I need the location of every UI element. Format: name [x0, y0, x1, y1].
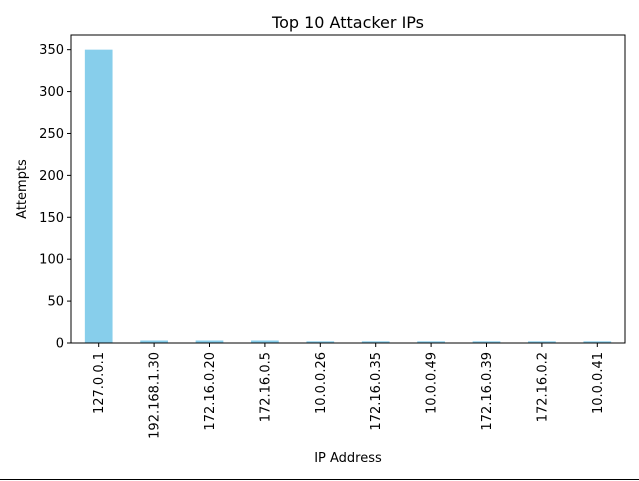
x-tick-label: 10.0.0.26	[314, 352, 329, 414]
bar-172.16.0.35	[361, 341, 390, 343]
x-tick-label: 172.16.0.35	[369, 352, 384, 431]
x-tick-label: 192.168.1.30	[148, 352, 163, 439]
y-tick-label: 200	[39, 169, 64, 184]
bar-172.16.0.2	[528, 341, 556, 343]
bar-172.16.0.39	[472, 341, 501, 343]
x-tick-label: 172.16.0.39	[480, 352, 495, 431]
y-tick-label: 150	[39, 211, 64, 226]
y-tick-label: 50	[47, 295, 64, 310]
x-tick-label: 172.16.0.20	[203, 352, 218, 431]
bar-10.0.0.49	[417, 341, 445, 343]
bottom-rule	[0, 479, 639, 480]
bar-10.0.0.26	[306, 341, 335, 343]
y-axis-title: Attempts	[15, 159, 30, 219]
y-tick-label: 0	[56, 337, 64, 352]
bar-172.16.0.20	[195, 340, 224, 343]
x-tick-label: 172.16.0.5	[258, 352, 273, 422]
x-tick-label: 10.0.0.41	[591, 352, 606, 414]
y-axis-ticks: 0 50 100 150 200 250 300 350	[39, 43, 71, 352]
bar-172.16.0.5	[251, 340, 279, 343]
x-axis-title: IP Address	[314, 451, 382, 466]
y-tick-label: 100	[39, 253, 64, 268]
chart-title: Top 10 Attacker IPs	[271, 13, 424, 32]
bar-192.168.1.30	[140, 340, 168, 343]
bar-10.0.0.41	[583, 341, 612, 343]
plot-frame	[70, 34, 626, 344]
bars-group	[84, 49, 612, 344]
x-tick-label: 10.0.0.49	[425, 352, 440, 414]
y-tick-label: 350	[39, 43, 64, 58]
x-tick-label: 172.16.0.2	[535, 352, 550, 422]
x-tick-label: 127.0.0.1	[92, 352, 107, 414]
y-tick-label: 300	[39, 85, 64, 100]
x-axis-ticks: 127.0.0.1 192.168.1.30 172.16.0.20 172.16.0…	[92, 343, 606, 439]
y-tick-label: 250	[39, 127, 64, 142]
bar-127.0.0.1	[84, 49, 113, 344]
